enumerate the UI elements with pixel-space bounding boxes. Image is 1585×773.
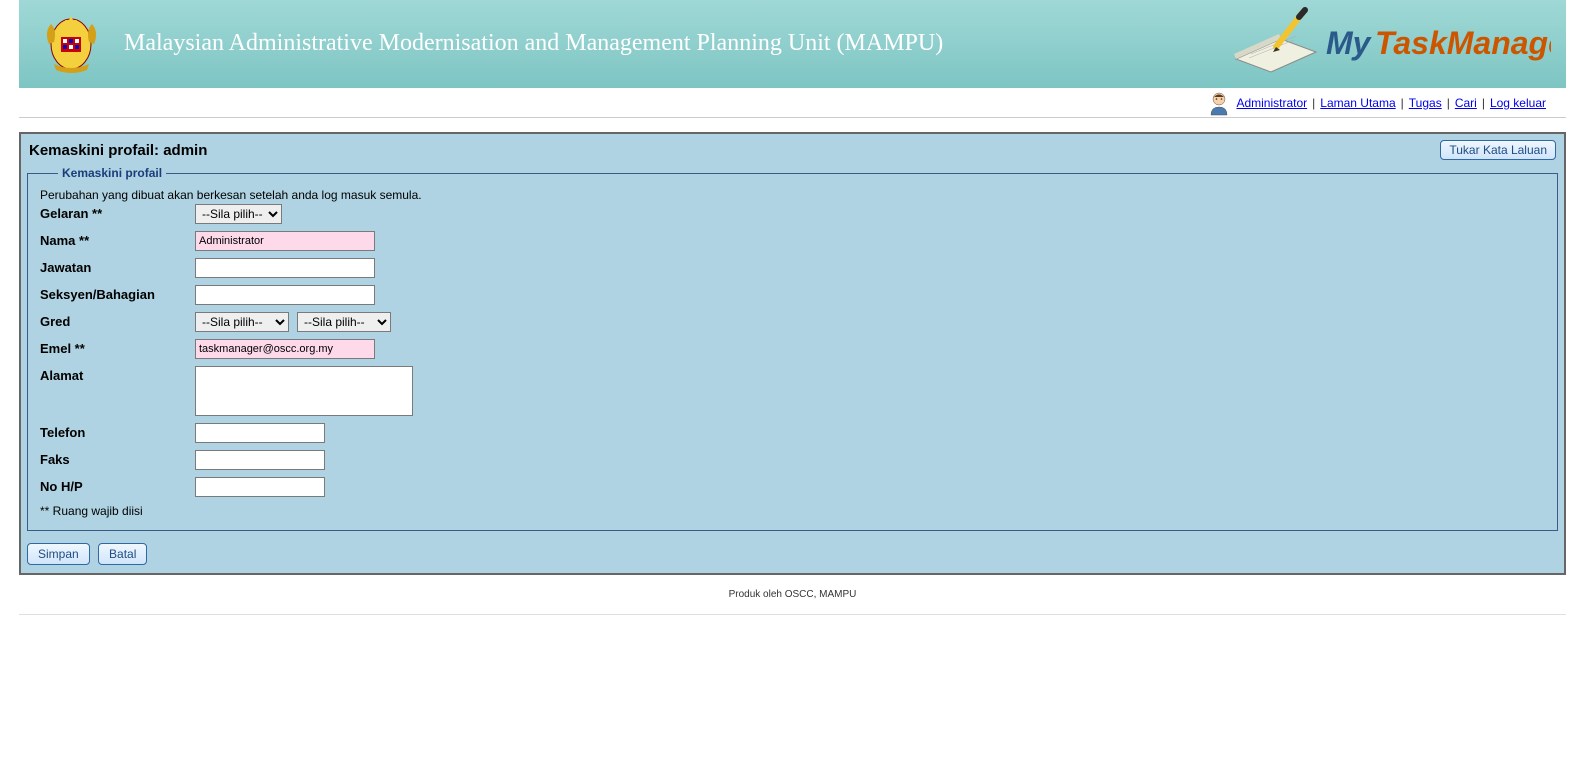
- nav-logout-link[interactable]: Log keluar: [1490, 96, 1546, 110]
- input-nohp[interactable]: [195, 477, 325, 497]
- form-row-nohp: No H/P: [40, 477, 1545, 497]
- nav-administrator-link[interactable]: Administrator: [1236, 96, 1307, 110]
- input-seksyen[interactable]: [195, 285, 375, 305]
- svg-text:My: My: [1326, 25, 1373, 61]
- nav-separator: |: [1312, 96, 1315, 110]
- page-header: Malaysian Administrative Modernisation a…: [19, 0, 1566, 88]
- profile-fieldset: Kemaskini profail Perubahan yang dibuat …: [27, 166, 1558, 531]
- label-telefon: Telefon: [40, 423, 195, 440]
- label-gred: Gred: [40, 312, 195, 329]
- select-gred2[interactable]: --Sila pilih--: [297, 312, 391, 332]
- main-content: Kemaskini profail: admin Tukar Kata Lalu…: [19, 132, 1566, 575]
- required-note: ** Ruang wajib diisi: [40, 504, 1545, 518]
- label-gelaran: Gelaran **: [40, 204, 195, 221]
- crest-logo: [29, 12, 114, 77]
- input-telefon[interactable]: [195, 423, 325, 443]
- svg-text:TaskManager: TaskManager: [1375, 25, 1551, 61]
- label-faks: Faks: [40, 450, 195, 467]
- nav-separator: |: [1482, 96, 1485, 110]
- footer: Produk oleh OSCC, MAMPU: [19, 575, 1566, 615]
- form-row-jawatan: Jawatan: [40, 258, 1545, 278]
- label-emel: Emel **: [40, 339, 195, 356]
- label-nohp: No H/P: [40, 477, 195, 494]
- form-row-telefon: Telefon: [40, 423, 1545, 443]
- change-password-button[interactable]: Tukar Kata Laluan: [1440, 140, 1556, 160]
- form-row-faks: Faks: [40, 450, 1545, 470]
- nav-bar: Administrator | Laman Utama | Tugas | Ca…: [19, 88, 1566, 118]
- select-gelaran[interactable]: --Sila pilih--: [195, 204, 282, 224]
- fieldset-legend: Kemaskini profail: [58, 166, 166, 180]
- label-seksyen: Seksyen/Bahagian: [40, 285, 195, 302]
- label-jawatan: Jawatan: [40, 258, 195, 275]
- user-icon: [1205, 89, 1233, 117]
- label-alamat: Alamat: [40, 366, 195, 383]
- nav-separator: |: [1447, 96, 1450, 110]
- form-row-alamat: Alamat: [40, 366, 1545, 416]
- nav-spacer: [19, 118, 1566, 132]
- select-gred1[interactable]: --Sila pilih--: [195, 312, 289, 332]
- app-logo: My TaskManager: [1221, 4, 1551, 79]
- label-nama: Nama **: [40, 231, 195, 248]
- input-jawatan[interactable]: [195, 258, 375, 278]
- input-emel[interactable]: [195, 339, 375, 359]
- input-faks[interactable]: [195, 450, 325, 470]
- nav-home-link[interactable]: Laman Utama: [1320, 96, 1395, 110]
- form-row-emel: Emel **: [40, 339, 1545, 359]
- nav-separator: |: [1401, 96, 1404, 110]
- nav-search-link[interactable]: Cari: [1455, 96, 1477, 110]
- input-nama[interactable]: [195, 231, 375, 251]
- nav-tasks-link[interactable]: Tugas: [1409, 96, 1442, 110]
- form-row-gelaran: Gelaran ** --Sila pilih--: [40, 204, 1545, 224]
- form-row-gred: Gred --Sila pilih-- --Sila pilih--: [40, 312, 1545, 332]
- page-title: Kemaskini profail: admin: [29, 142, 207, 159]
- info-text: Perubahan yang dibuat akan berkesan sete…: [40, 188, 1545, 202]
- textarea-alamat[interactable]: [195, 366, 413, 416]
- cancel-button[interactable]: Batal: [98, 543, 147, 565]
- save-button[interactable]: Simpan: [27, 543, 90, 565]
- button-row: Simpan Batal: [21, 537, 1564, 573]
- page-header-bar: Kemaskini profail: admin Tukar Kata Lalu…: [21, 134, 1564, 166]
- form-row-nama: Nama **: [40, 231, 1545, 251]
- form-row-seksyen: Seksyen/Bahagian: [40, 285, 1545, 305]
- footer-text: Produk oleh OSCC, MAMPU: [729, 589, 857, 600]
